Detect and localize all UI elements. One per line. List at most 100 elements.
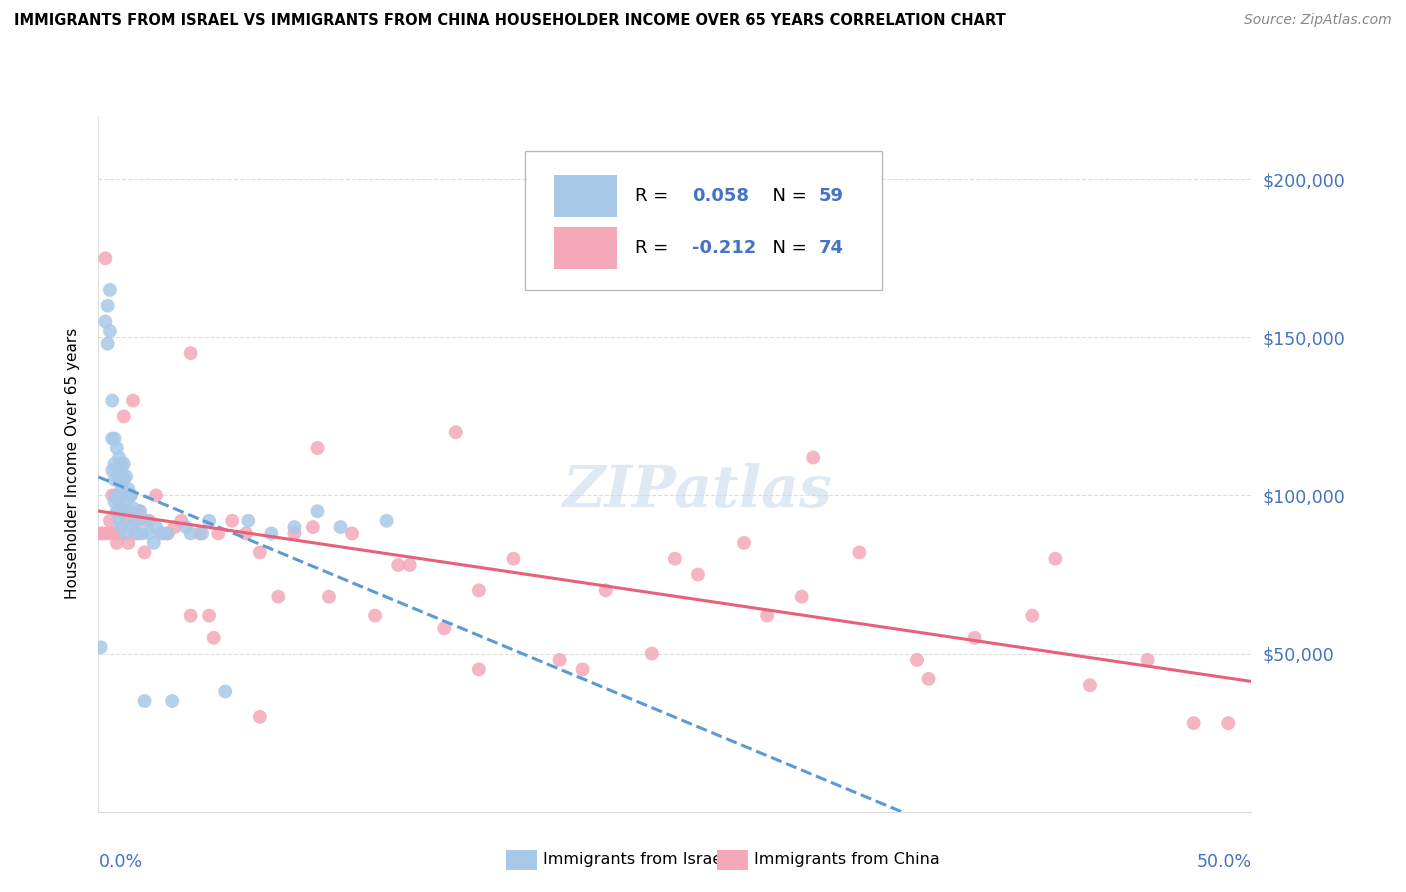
Point <box>433 621 456 635</box>
Point <box>112 473 135 487</box>
Point <box>174 520 197 534</box>
Point <box>124 514 146 528</box>
Point <box>105 536 128 550</box>
Text: 74: 74 <box>818 239 844 257</box>
Point <box>641 647 664 661</box>
Point <box>548 653 571 667</box>
Point <box>122 501 145 516</box>
Point <box>142 536 165 550</box>
Point <box>108 450 131 465</box>
Point <box>110 482 132 496</box>
Point <box>97 526 120 541</box>
Point <box>134 694 156 708</box>
Point <box>686 567 709 582</box>
Point <box>135 514 157 528</box>
Point <box>112 457 135 471</box>
Point <box>1045 551 1067 566</box>
Point <box>267 590 290 604</box>
Point <box>152 526 174 541</box>
Point <box>198 608 221 623</box>
Point <box>97 299 120 313</box>
Point <box>101 463 124 477</box>
Point <box>260 526 283 541</box>
Point <box>105 488 128 502</box>
Point <box>387 558 409 572</box>
Point <box>124 526 146 541</box>
Point <box>329 520 352 534</box>
Point <box>235 526 257 541</box>
Point <box>105 441 128 455</box>
Point <box>103 495 125 509</box>
Text: R =: R = <box>634 187 673 205</box>
Point <box>105 504 128 518</box>
Point <box>214 684 236 698</box>
Point <box>145 488 167 502</box>
Point <box>127 526 149 541</box>
Point <box>98 324 121 338</box>
Point <box>733 536 755 550</box>
Point <box>108 526 131 541</box>
Point <box>571 662 593 676</box>
Point <box>117 482 139 496</box>
Text: R =: R = <box>634 239 673 257</box>
FancyBboxPatch shape <box>524 151 883 290</box>
Point <box>307 504 329 518</box>
Point <box>283 526 305 541</box>
Point <box>138 514 160 528</box>
Point <box>115 469 138 483</box>
Point <box>101 432 124 446</box>
Point <box>120 488 142 502</box>
Point <box>202 631 225 645</box>
Point <box>1182 716 1205 731</box>
Text: IMMIGRANTS FROM ISRAEL VS IMMIGRANTS FROM CHINA HOUSEHOLDER INCOME OVER 65 YEARS: IMMIGRANTS FROM ISRAEL VS IMMIGRANTS FRO… <box>14 13 1005 29</box>
Point <box>1021 608 1043 623</box>
Point <box>238 514 260 528</box>
Point <box>101 526 124 541</box>
Text: Source: ZipAtlas.com: Source: ZipAtlas.com <box>1244 13 1392 28</box>
Point <box>375 514 398 528</box>
Point <box>108 473 131 487</box>
Point <box>90 526 112 541</box>
Point <box>122 393 145 408</box>
Point <box>145 520 167 534</box>
Point <box>103 473 125 487</box>
Point <box>108 488 131 502</box>
Point <box>664 551 686 566</box>
Point <box>149 526 172 541</box>
Point <box>207 526 229 541</box>
Point <box>129 504 152 518</box>
Point <box>105 504 128 518</box>
Point <box>115 514 138 528</box>
Point <box>1078 678 1101 692</box>
Point <box>249 710 271 724</box>
Point <box>905 653 928 667</box>
Point <box>103 488 125 502</box>
Point <box>170 514 193 528</box>
Text: 0.058: 0.058 <box>692 187 749 205</box>
Point <box>790 590 813 604</box>
Point <box>98 283 121 297</box>
Point <box>848 545 870 559</box>
Point <box>94 252 117 266</box>
Point <box>160 694 183 708</box>
Point <box>110 504 132 518</box>
Point <box>198 514 221 528</box>
Point <box>1218 716 1240 731</box>
Point <box>307 441 329 455</box>
Point <box>283 520 305 534</box>
Point <box>112 409 135 424</box>
Text: N =: N = <box>762 239 813 257</box>
Point <box>129 504 152 518</box>
Point <box>110 501 132 516</box>
Point <box>138 526 160 541</box>
Point <box>105 463 128 477</box>
Bar <box>554 227 617 269</box>
Point <box>163 520 186 534</box>
Point <box>444 425 467 440</box>
Point <box>756 608 779 623</box>
Point <box>108 514 131 528</box>
Point <box>103 457 125 471</box>
Point <box>595 583 617 598</box>
Point <box>188 526 211 541</box>
Point <box>156 526 179 541</box>
